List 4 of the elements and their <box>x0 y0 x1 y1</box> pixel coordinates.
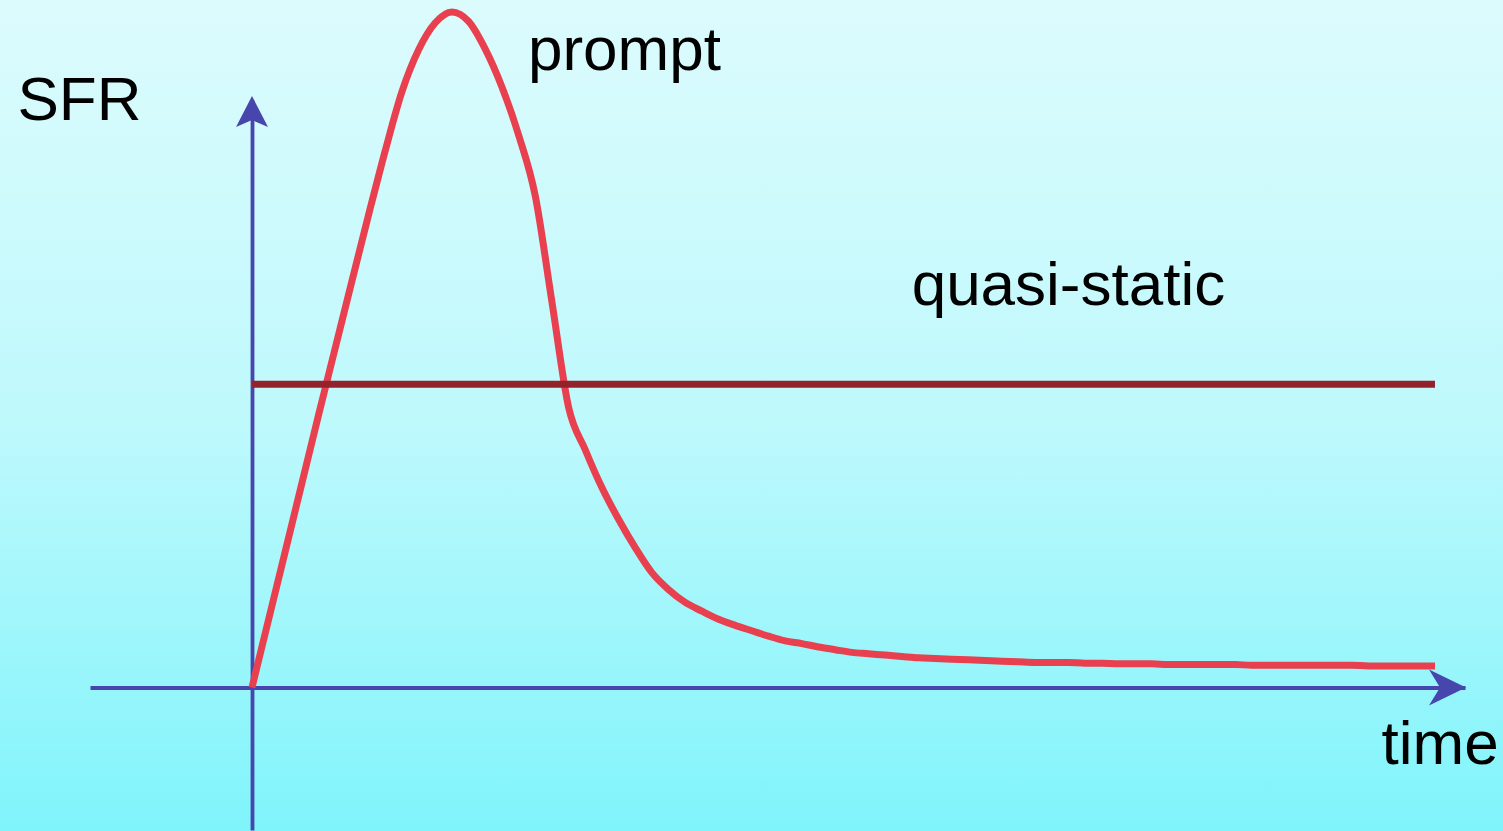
y-axis-title: SFR <box>17 63 142 133</box>
series-label: prompt <box>527 14 721 83</box>
series-label: quasi-static <box>911 249 1226 319</box>
x-axis-title: time <box>1381 707 1499 777</box>
